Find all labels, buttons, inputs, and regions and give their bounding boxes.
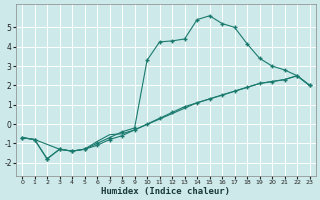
- X-axis label: Humidex (Indice chaleur): Humidex (Indice chaleur): [101, 187, 230, 196]
